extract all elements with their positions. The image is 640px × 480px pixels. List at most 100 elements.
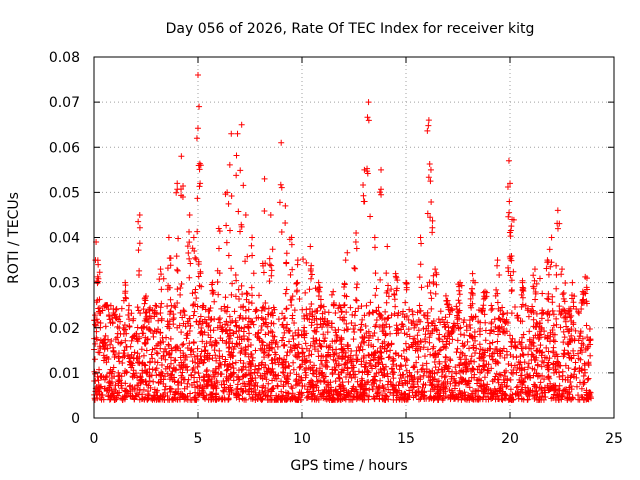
data-point: [133, 330, 140, 337]
data-point: [357, 343, 364, 350]
data-point: [394, 325, 401, 332]
data-point: [382, 308, 389, 315]
data-point: [135, 307, 142, 314]
data-point: [429, 367, 436, 374]
data-point: [186, 315, 193, 322]
data-point: [327, 386, 334, 393]
data-point: [323, 321, 330, 328]
data-point: [456, 283, 463, 290]
data-point: [347, 304, 354, 311]
data-point: [507, 338, 514, 345]
data-point: [402, 299, 409, 306]
data-point: [376, 310, 383, 317]
data-point: [258, 314, 265, 321]
data-point: [201, 394, 208, 401]
data-point: [463, 323, 470, 330]
data-point: [568, 312, 575, 319]
data-point: [481, 374, 488, 381]
data-point: [550, 322, 557, 329]
data-point: [236, 295, 243, 302]
data-point: [575, 392, 582, 399]
data-point: [97, 373, 104, 380]
data-point: [212, 352, 219, 359]
data-point: [481, 311, 488, 318]
data-point: [566, 391, 573, 398]
data-point: [562, 362, 569, 369]
data-point: [221, 303, 228, 310]
data-point: [174, 266, 181, 273]
data-point: [508, 223, 515, 230]
data-point: [153, 303, 160, 310]
data-point: [385, 282, 392, 289]
data-point: [498, 392, 505, 399]
data-point: [331, 299, 338, 306]
data-point: [583, 275, 590, 282]
data-point: [310, 367, 317, 374]
data-point: [157, 309, 164, 316]
data-point: [104, 336, 111, 343]
data-point: [213, 378, 220, 385]
data-point: [452, 379, 459, 386]
data-point: [318, 303, 325, 310]
data-point: [377, 366, 384, 373]
data-point: [484, 367, 491, 374]
data-point: [111, 396, 118, 403]
data-point: [534, 390, 541, 397]
data-point: [432, 266, 439, 273]
data-point: [142, 340, 149, 347]
data-point: [152, 367, 159, 374]
data-point: [225, 333, 232, 340]
data-point: [243, 290, 250, 297]
data-point: [157, 304, 164, 311]
data-point: [437, 387, 444, 394]
data-point: [311, 327, 318, 334]
data-point: [313, 308, 320, 315]
data-point: [142, 294, 149, 301]
data-point: [97, 383, 104, 390]
data-point: [141, 396, 148, 403]
data-point: [222, 321, 229, 328]
data-point: [520, 331, 527, 338]
data-point: [265, 351, 272, 358]
data-point: [261, 364, 268, 371]
data-point: [394, 277, 401, 284]
data-point: [360, 354, 367, 361]
data-point: [316, 371, 323, 378]
data-point: [110, 306, 117, 313]
data-point: [556, 308, 563, 315]
data-point: [96, 269, 103, 276]
data-point: [497, 372, 504, 379]
data-point: [444, 301, 451, 308]
data-point: [146, 392, 153, 399]
data-point: [288, 383, 295, 390]
data-point: [343, 374, 350, 381]
data-point: [338, 368, 345, 375]
data-point: [519, 301, 526, 308]
data-point: [534, 332, 541, 339]
data-point: [298, 374, 305, 381]
data-point: [340, 302, 347, 309]
data-point: [391, 291, 398, 298]
y-tick-label: 0.01: [49, 366, 80, 382]
data-point: [525, 313, 532, 320]
data-point: [293, 288, 300, 295]
data-point: [553, 285, 560, 292]
data-point: [545, 348, 552, 355]
data-point: [200, 359, 207, 366]
data-point: [329, 346, 336, 353]
data-point: [492, 323, 499, 330]
data-point: [190, 348, 197, 355]
data-point: [536, 396, 543, 403]
data-point: [430, 272, 437, 279]
data-point: [423, 368, 430, 375]
data-point: [403, 312, 410, 319]
data-point: [162, 373, 168, 380]
data-point: [545, 359, 552, 366]
data-point: [306, 305, 313, 312]
data-point: [516, 361, 523, 368]
data-point: [584, 395, 591, 402]
data-point: [577, 333, 584, 340]
data-point: [513, 369, 520, 376]
data-point: [416, 302, 423, 309]
